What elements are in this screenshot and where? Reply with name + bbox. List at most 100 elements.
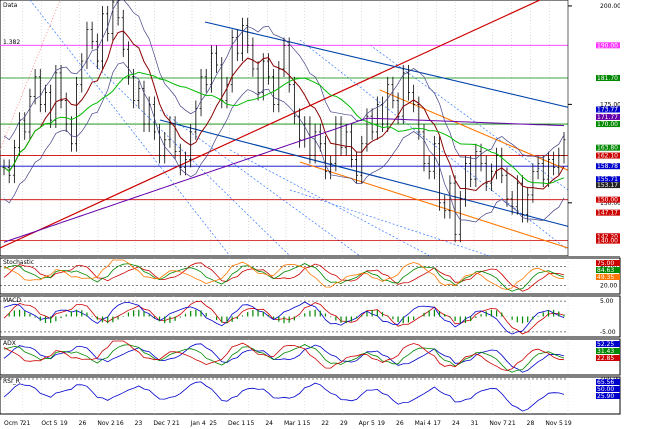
- trend-channel-top: [204, 21, 606, 117]
- indicator-badge: [596, 274, 620, 280]
- x-tick-label: 25: [209, 420, 217, 427]
- bollinger-upper: [3, 0, 565, 160]
- indicator-level-label: -5.00: [600, 329, 616, 336]
- level-badge-label: 173.77: [597, 106, 618, 113]
- indicator-line: [3, 340, 565, 372]
- x-tick-label: 31: [471, 420, 479, 427]
- level-badge-label: 162.10: [597, 153, 618, 160]
- level-badge-label: 170.00: [597, 121, 618, 128]
- x-tick-label: 15: [247, 420, 255, 427]
- price-tick-label: 175.00: [600, 101, 621, 108]
- x-tick-label: 15: [303, 420, 311, 427]
- x-tick-label: 16: [116, 420, 124, 427]
- indicator-badge-label: 50.00: [597, 386, 614, 393]
- x-tick-label: Nov 7: [489, 420, 507, 427]
- indicator-badge: [596, 393, 620, 399]
- level-badge-label: 181.70: [597, 75, 618, 82]
- level-badge: [596, 113, 620, 120]
- indicator-badge: [596, 348, 620, 354]
- indicator-badge: [596, 379, 620, 385]
- indicator-badge-label: 25.90: [597, 393, 614, 400]
- fib-fan-line: [299, 39, 569, 251]
- fib-fan-line: [289, 189, 491, 257]
- x-axis: Ocm 7 21 Oct 5 19 26 Nov 2 16 23 Dec 7 21 Jan 4 25 D…: [0, 416, 620, 429]
- x-tick-label: 17: [433, 420, 441, 427]
- level-badge-label: 163.80: [597, 145, 618, 152]
- level-badge-label: 155.71: [597, 176, 618, 183]
- indicator-line: [3, 262, 565, 292]
- indicator-line: [3, 301, 565, 335]
- indicator-line: [3, 381, 565, 412]
- trend-line-orange: [379, 89, 606, 187]
- indicator-badge-label: 22.85: [597, 355, 614, 362]
- x-tick-label: 24: [265, 420, 273, 427]
- price-bars: [2, 0, 566, 243]
- fib-fan-line: [89, 59, 291, 257]
- indicator-badge-label: 75.00: [597, 260, 614, 267]
- x-tick-label: 26: [396, 420, 404, 427]
- chart-title: Data: [3, 2, 18, 9]
- indicator-title: RSI_R: [3, 378, 20, 385]
- price-tick-label: 200.00: [600, 3, 621, 10]
- indicator-title: Stochastic: [3, 259, 34, 266]
- indicator-title: MACD: [3, 297, 21, 304]
- trend-line-red: [0, 0, 541, 249]
- x-tick-label: 26: [79, 420, 87, 427]
- level-badge: [596, 182, 620, 189]
- level-badge-label: 158.78: [597, 163, 618, 170]
- trend-channel-bottom: [159, 119, 606, 237]
- x-tick-label: 24: [452, 420, 460, 427]
- x-tick-label: Ocm 7: [4, 420, 24, 427]
- level-badge: [596, 237, 620, 244]
- moving-average-slow: [3, 117, 565, 243]
- price-tick-label: 150.00: [600, 200, 621, 207]
- x-tick-label: Oct 5: [41, 420, 57, 427]
- bollinger-lower: [3, 62, 565, 223]
- level-badge: [596, 233, 620, 240]
- level-badge: [596, 176, 620, 183]
- price-axis: 200.00 175.00 150.00 190.00 181.70 173.77171.…: [567, 0, 650, 429]
- indicator-badge-label: 65.56: [597, 379, 614, 386]
- indicator-badge-label: 84.63: [597, 267, 614, 274]
- indicator-level-label: 80.00: [600, 263, 617, 270]
- fib-fan-line: [229, 149, 431, 257]
- macd-panel: MACD 5.00 -5.00: [0, 295, 621, 338]
- level-badge-label: 142.20: [597, 233, 618, 240]
- indicator-badge: [596, 386, 620, 392]
- price-lines: [3, 0, 565, 243]
- x-tick-label: 23: [135, 420, 143, 427]
- indicator-level-label: 5.00: [600, 298, 614, 305]
- x-tick-label: 28: [527, 420, 535, 427]
- x-tick-label: Apr 5: [359, 420, 375, 427]
- level-badge-label: 150.00: [597, 197, 618, 204]
- indicator-line: [3, 259, 565, 291]
- indicator-badge-label: 52.25: [597, 341, 614, 348]
- x-tick-label: Dec 7: [153, 420, 171, 427]
- x-tick-label: 22: [321, 420, 329, 427]
- level-badge: [596, 42, 620, 49]
- fib-ratio-label: 1.382: [3, 39, 20, 46]
- level-badge: [596, 74, 620, 81]
- x-tick-label: 21: [508, 420, 516, 427]
- level-badge-label: 140.00: [597, 238, 618, 245]
- x-tick-label: Mar 1: [284, 420, 301, 427]
- indicator-line: [3, 344, 565, 373]
- level-badge: [596, 163, 620, 170]
- indicator-badge-label: 49.35: [597, 274, 614, 281]
- indicator-frame: [0, 376, 621, 415]
- indicator-badge: [596, 341, 620, 347]
- level-badge: [596, 209, 620, 216]
- x-tick-label: 21: [172, 420, 180, 427]
- level-badge: [596, 106, 620, 113]
- fib-fan-line: [159, 109, 361, 257]
- indicator-line: [3, 263, 565, 292]
- indicator-title: ADX: [3, 340, 16, 347]
- x-tick-label: 19: [60, 420, 68, 427]
- x-tick-label: Nov 2: [97, 420, 115, 427]
- level-badge-label: 190.00: [597, 42, 618, 49]
- x-tick-label: Jan 4: [190, 420, 206, 427]
